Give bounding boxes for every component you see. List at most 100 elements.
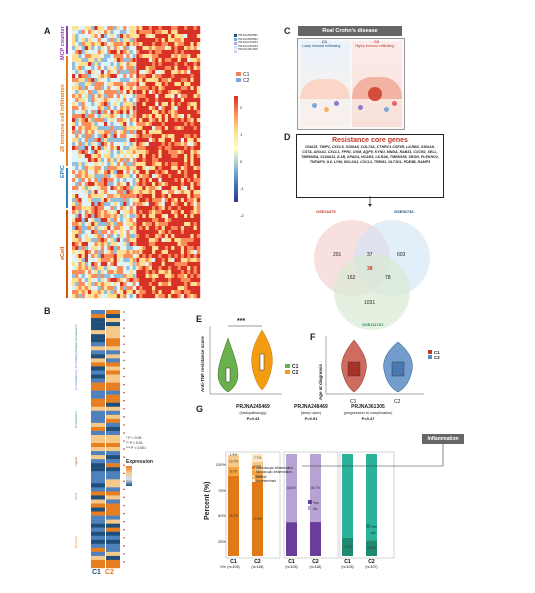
panel-f-xlabel-c1: C1: [350, 399, 357, 405]
bar-segment: [252, 461, 263, 472]
panel-c-c2-label: C2: [374, 39, 380, 44]
panel-b-xlabel-c2: C2: [105, 569, 114, 576]
expr-cell-c2: [106, 491, 120, 496]
expr-cell-c2: [106, 394, 120, 399]
expr-cell-c1: [91, 463, 105, 468]
expr-cell-c2: [106, 390, 120, 395]
expr-cell-c1: [91, 535, 105, 540]
expr-cell-c1: [91, 318, 105, 323]
sig-marker: [123, 528, 125, 531]
expr-cell-c2: [106, 346, 120, 351]
expr-cell-c2: [106, 443, 120, 448]
panel-b-significance-markers: [123, 311, 125, 563]
panel-e-significance: ***: [237, 318, 246, 325]
bar-group-label: C1: [288, 559, 295, 565]
expr-cell-c2: [106, 467, 120, 472]
expr-cell-c1: [91, 394, 105, 399]
bar-segment: [252, 481, 263, 556]
expr-cell-c1: [91, 406, 105, 411]
expr-cell-c1: [91, 515, 105, 520]
bar-n-label: (n=103): [341, 565, 353, 569]
panel-b-xlabel-c1: C1: [92, 569, 101, 576]
bar-value-label: 66.7%: [311, 486, 320, 490]
expr-cell-c2: [106, 422, 120, 428]
panel-f-plot: [325, 336, 424, 395]
sig-marker: [123, 383, 125, 386]
panel-a-colorbar-ticks: 2 1 0 -1 -2: [240, 105, 244, 218]
panel-g-study-1-title: PRJNA245469 (histopathology) P=0.43: [236, 404, 270, 421]
sig-marker: [123, 311, 125, 313]
expr-cell-c1: [91, 511, 105, 516]
panel-d-title: Resistance core genes: [332, 137, 408, 144]
expr-cell-c1: [91, 322, 105, 327]
expr-cell-c2: [106, 495, 120, 500]
expr-cell-c1: [91, 346, 105, 351]
expr-cell-c1: [91, 366, 105, 371]
expr-cell-c2: [106, 547, 120, 553]
expr-cell-c2: [106, 475, 120, 480]
expr-cell-c1: [91, 334, 105, 339]
expr-cell-c2: [106, 551, 120, 557]
bar-segment: [228, 466, 239, 476]
bar-n-label: (n=103): [227, 565, 239, 569]
expr-cell-c2: [106, 374, 120, 379]
expr-cell-c1: [91, 507, 105, 512]
expr-cell-c2: [106, 398, 120, 403]
expr-cell-c2: [106, 350, 120, 355]
expr-cell-c1: [91, 410, 105, 416]
expr-cell-c2: [106, 358, 120, 363]
sig-marker: [123, 319, 125, 321]
sig-marker: [123, 367, 125, 370]
expr-cell-c1: [91, 555, 105, 561]
bar-segment: [228, 455, 239, 467]
sig-marker: [123, 359, 125, 362]
expr-cell-c2: [106, 354, 120, 359]
panel-e-label: E: [196, 314, 203, 324]
sig-marker: [123, 448, 125, 450]
sig-marker: [123, 416, 125, 418]
panel-a-heatmap: [72, 26, 201, 299]
venn-label-b: GSE52746: [394, 209, 414, 214]
expr-cell-c2: [106, 559, 120, 565]
bar-group-label: C1: [344, 559, 351, 565]
expr-cell-c1: [91, 362, 105, 367]
expr-cell-c2: [106, 523, 120, 528]
sig-marker: [123, 472, 125, 475]
expr-cell-c2: [106, 434, 120, 440]
expr-cell-c2: [106, 370, 120, 375]
expr-cell-c2: [106, 402, 120, 407]
expr-cell-c1: [91, 483, 105, 488]
expr-cell-c2: [106, 410, 120, 416]
expr-cell-c1: [91, 414, 105, 420]
expr-cell-c2: [106, 563, 120, 569]
expr-cell-c1: [91, 491, 105, 496]
expr-cell-c2: [106, 318, 120, 323]
expr-cell-c1: [91, 382, 105, 387]
expr-cell-c1: [91, 342, 105, 347]
bar-group-label: C2: [312, 559, 319, 565]
expr-cell-c1: [91, 559, 105, 565]
panel-d-label: D: [284, 132, 291, 142]
venn-count-bc: 78: [385, 275, 391, 281]
bar-segment: [310, 522, 321, 556]
expr-cell-c1: [91, 455, 105, 460]
expr-cell-c1: [91, 402, 105, 407]
panel-g-legend-2: Yes No: [308, 500, 319, 512]
sig-marker: [123, 512, 125, 515]
expr-cell-c2: [106, 451, 120, 456]
bar-segment: [342, 454, 353, 538]
sig-marker: [123, 464, 125, 466]
panel-g-legend-3: Yes No: [366, 524, 377, 536]
expr-cell-c1: [91, 398, 105, 403]
sig-marker: [123, 351, 125, 354]
panel-d-arrow: [368, 196, 372, 207]
venn-count-a: 201: [333, 252, 342, 258]
venn-label-a: GSE16879: [316, 209, 336, 214]
bar-segment: [342, 537, 353, 556]
expr-cell-c1: [91, 358, 105, 363]
bar-value-label: 15.4%: [367, 546, 376, 550]
expr-cell-c1: [91, 551, 105, 557]
panel-g-inflammation-box: Inflammation: [422, 434, 464, 444]
sig-marker: [123, 553, 125, 555]
sig-marker: [123, 496, 125, 499]
